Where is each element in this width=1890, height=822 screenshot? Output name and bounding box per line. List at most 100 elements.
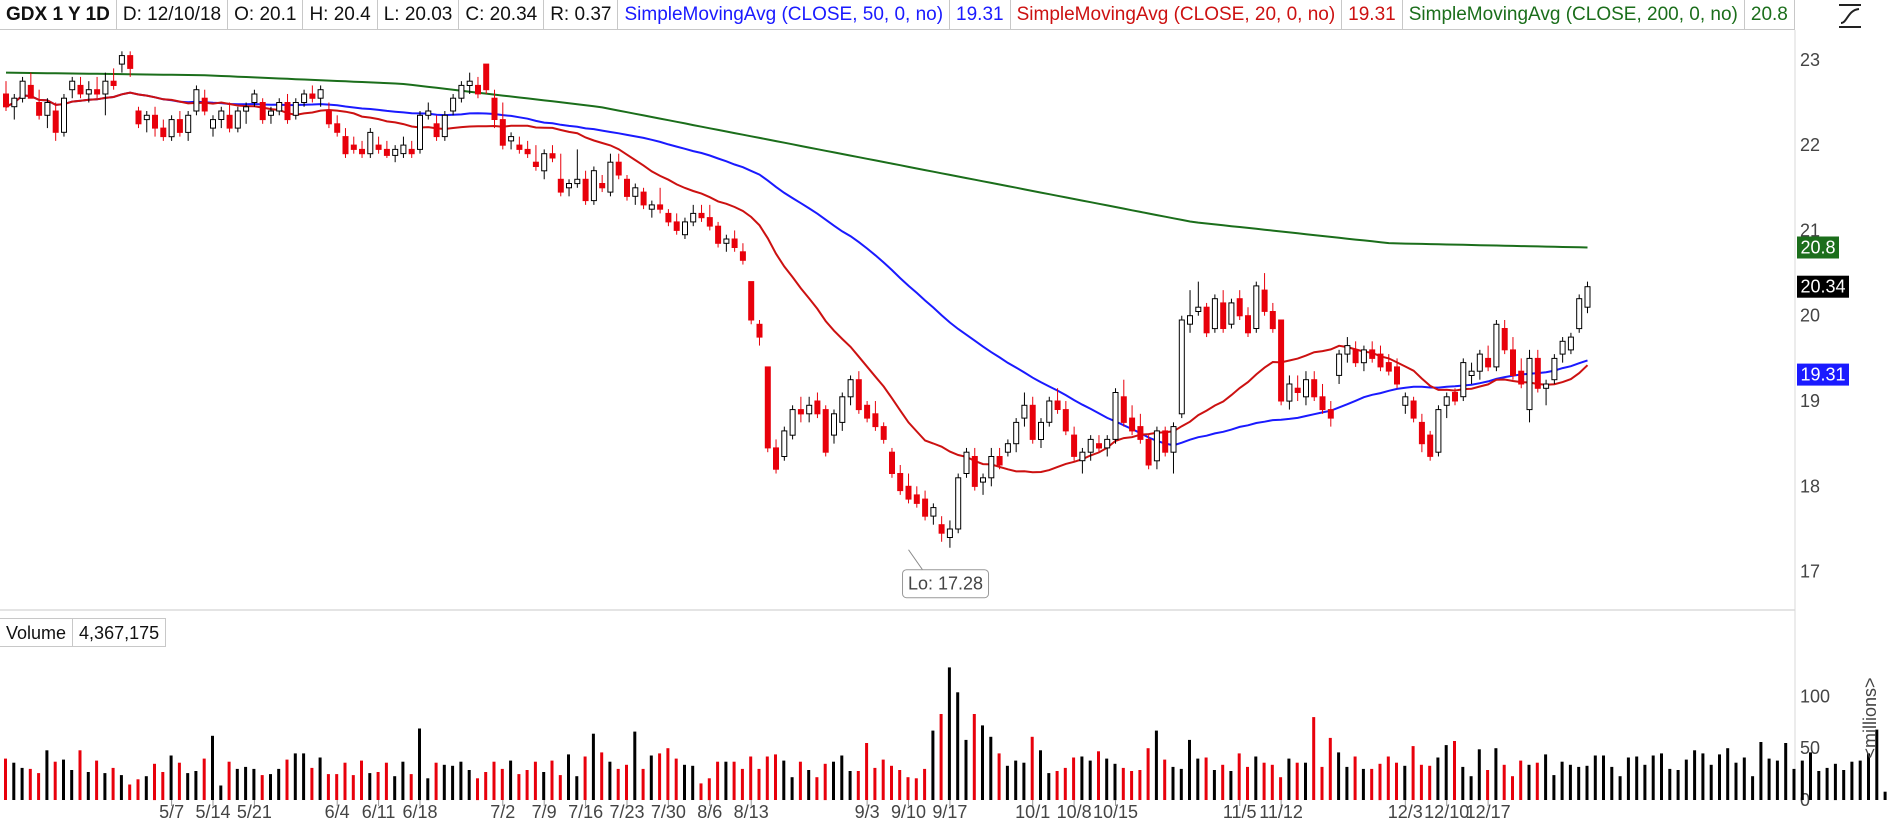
x-tick-label: 7/16 <box>568 802 603 822</box>
sma20-study-label[interactable]: SimpleMovingAvg (CLOSE, 20, 0, no) <box>1010 0 1343 30</box>
candle-body <box>599 183 606 189</box>
volume-bar <box>914 778 918 801</box>
candle-body <box>582 178 589 202</box>
volume-bar <box>865 743 869 800</box>
candle-body <box>1170 426 1177 453</box>
candle-body <box>417 114 423 150</box>
candle-body <box>1228 302 1235 325</box>
candle-body <box>648 204 655 210</box>
candle-body <box>334 123 341 133</box>
candle-body <box>1029 404 1036 440</box>
symbol-label[interactable]: GDX 1 Y 1D <box>0 0 117 30</box>
volume-bar <box>1254 756 1258 800</box>
volume-bar <box>467 770 471 800</box>
volume-bar <box>542 772 546 800</box>
volume-bar <box>1767 758 1771 800</box>
volume-bar <box>1221 764 1225 800</box>
volume-bar <box>782 760 786 800</box>
volume-bar <box>1519 760 1523 800</box>
candle-body <box>706 217 713 227</box>
volume-bar <box>86 772 90 800</box>
candle-body <box>1261 289 1268 312</box>
volume-bar <box>169 755 173 800</box>
candle-body <box>1286 383 1293 402</box>
price-tick-label: 18 <box>1800 476 1820 496</box>
x-tick-label: 5/21 <box>237 802 272 822</box>
volume-bar <box>683 764 686 800</box>
volume-bar <box>144 776 148 800</box>
volume-bar <box>1237 753 1241 800</box>
volume-bar <box>1246 766 1249 800</box>
volume-bar <box>1453 741 1456 800</box>
candle-body <box>1559 340 1566 355</box>
volume-bar <box>1105 758 1109 800</box>
candle-body <box>756 323 763 338</box>
volume-bar <box>732 761 736 800</box>
candle-body <box>1236 298 1243 317</box>
candle-body <box>1211 298 1218 330</box>
candle-body <box>441 114 448 138</box>
candle-body <box>831 413 837 436</box>
price-tick-label: 20 <box>1800 306 1820 326</box>
volume-bar <box>1635 756 1639 800</box>
candle-body <box>85 89 92 95</box>
candle-body <box>1195 306 1202 313</box>
volume-bar <box>807 770 811 800</box>
candle-body <box>748 281 755 321</box>
candle-body <box>1501 328 1508 351</box>
volume-bar <box>1651 755 1655 800</box>
sma50-study-label[interactable]: SimpleMovingAvg (CLOSE, 50, 0, no) <box>618 0 951 30</box>
candle-body <box>425 110 432 116</box>
candle-body <box>1485 357 1492 368</box>
candle-body <box>1087 438 1094 453</box>
volume-bar <box>1130 771 1134 800</box>
volume-bar <box>525 770 529 800</box>
candle-body <box>483 63 490 91</box>
volume-bar <box>823 763 827 801</box>
sma200-bubble-text: 20.8 <box>1800 238 1835 258</box>
volume-bar <box>1461 766 1465 800</box>
x-tick-label: 5/14 <box>195 802 230 822</box>
candle-body <box>922 498 929 517</box>
volume-bar <box>1436 757 1440 800</box>
drawing-tool-icon[interactable] <box>1836 2 1864 30</box>
candle-body <box>508 136 515 142</box>
volume-bar <box>153 763 156 801</box>
candle-body <box>1369 349 1376 359</box>
candle-body <box>1137 426 1144 440</box>
candle-body <box>789 409 796 436</box>
candle-body <box>1303 379 1309 398</box>
volume-bar <box>1047 773 1051 800</box>
volume-bar <box>37 773 41 800</box>
candle-body <box>317 89 324 99</box>
volume-bar <box>674 758 678 800</box>
volume-bar <box>881 759 885 800</box>
volume-bar <box>1726 748 1730 800</box>
volume-bar <box>1196 758 1200 800</box>
volume-bar <box>418 728 421 800</box>
volume-bar <box>1593 755 1597 800</box>
sma200-study-label[interactable]: SimpleMovingAvg (CLOSE, 200, 0, no) <box>1402 0 1745 30</box>
volume-bar <box>1361 768 1365 800</box>
x-tick-label: 8/13 <box>734 802 769 822</box>
candle-body <box>872 413 879 428</box>
volume-bar <box>1403 765 1407 800</box>
candle-body <box>160 127 167 138</box>
volume-tick-label: 0 <box>1800 790 1810 810</box>
candles-group <box>3 51 1591 548</box>
candle-body <box>19 80 26 99</box>
candle-body <box>1153 430 1160 462</box>
candle-body <box>640 191 647 206</box>
volume-bar <box>1809 752 1812 800</box>
volume-bar <box>401 761 405 800</box>
volume-bar <box>1883 791 1887 800</box>
volume-bar <box>1188 739 1191 800</box>
x-tick-label: 9/10 <box>891 802 926 822</box>
volume-bar <box>1742 757 1746 800</box>
volume-bar <box>326 774 330 800</box>
volume-label[interactable]: Volume <box>0 619 74 647</box>
candle-body <box>218 110 225 120</box>
candle-body <box>1476 353 1483 372</box>
volume-bar <box>1039 750 1042 800</box>
volume-bar <box>1684 759 1688 800</box>
